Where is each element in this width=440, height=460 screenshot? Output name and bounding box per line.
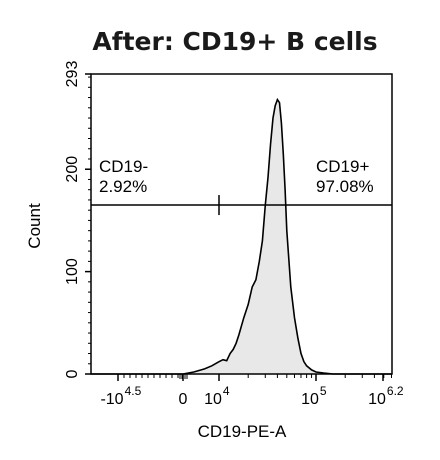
histogram-line <box>91 97 392 375</box>
plot-frame <box>90 73 393 375</box>
gate-positive-percent: 97.08% <box>316 177 374 196</box>
y-tick-label: 293 <box>64 61 81 88</box>
x-tick-exponent: 4.5 <box>125 384 142 398</box>
gate-negative-name: CD19- <box>99 157 148 176</box>
y-tick-label: 100 <box>64 258 81 285</box>
x-tick-label: 10 <box>368 391 386 408</box>
x-tick-label: 0 <box>179 391 188 408</box>
y-axis-label: Count <box>25 203 44 249</box>
x-tick-exponent: 4 <box>223 384 230 398</box>
histogram-area <box>183 99 334 374</box>
x-tick-label: 10 <box>301 391 319 408</box>
y-ticks: 0 100 200 293 <box>64 61 91 378</box>
x-tick-exponent: 5 <box>320 384 327 398</box>
gate-positive-name: CD19+ <box>316 157 369 176</box>
x-tick-label: 10 <box>204 391 222 408</box>
x-axis-label: CD19-PE-A <box>198 422 287 441</box>
gate <box>91 195 392 216</box>
chart-title: After: CD19+ B cells <box>92 27 377 56</box>
x-ticks: -10 4.5 0 10 4 10 5 10 6.2 <box>100 374 404 408</box>
x-tick-label: -10 <box>100 391 123 408</box>
gate-negative-percent: 2.92% <box>99 177 147 196</box>
y-tick-label: 200 <box>64 156 81 183</box>
x-tick-exponent: 6.2 <box>387 384 404 398</box>
y-tick-label: 0 <box>64 369 81 378</box>
